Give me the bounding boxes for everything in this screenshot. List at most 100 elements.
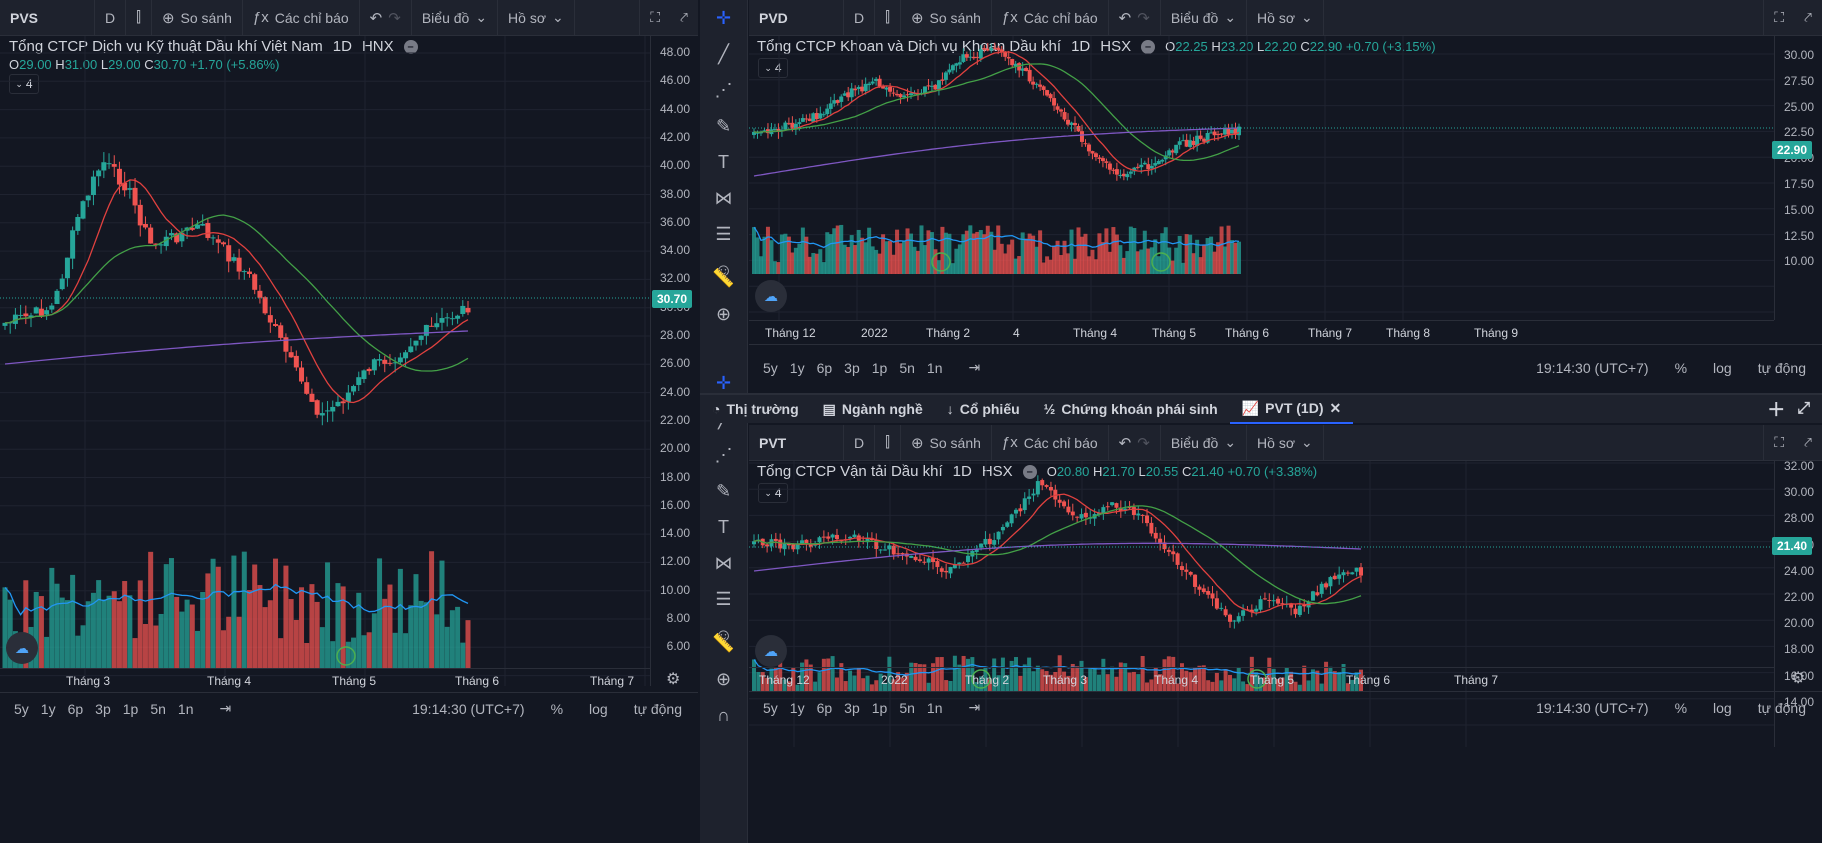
indicators-button[interactable]: ƒx Các chỉ báo <box>992 425 1109 461</box>
range-1m[interactable]: 1p <box>122 700 139 717</box>
price-chart[interactable] <box>0 36 650 686</box>
zoom-in-icon[interactable]: ⊕ <box>715 668 732 689</box>
chart-pane-pvt[interactable]: PVT D ⫿ ⊕ So sánh ƒx Các chỉ báo ↶ ↷ Biểu đ… <box>749 425 1822 843</box>
range-5d[interactable]: 5n <box>899 699 915 716</box>
auto-toggle[interactable]: tự động <box>1757 359 1806 376</box>
profile-button[interactable]: Hồ sơ ⌄ <box>1247 425 1324 461</box>
crosshair-icon[interactable]: ✛ <box>715 372 732 393</box>
range-1d[interactable]: 1n <box>177 700 194 717</box>
emoji-icon[interactable]: ☺ <box>714 624 733 645</box>
hide-icon[interactable]: – <box>1141 39 1156 54</box>
interval-button[interactable]: D <box>844 0 876 36</box>
indicators-button[interactable]: ƒx Các chỉ báo <box>992 0 1109 36</box>
compare-button[interactable]: ⊕ So sánh <box>901 425 992 461</box>
undo-redo[interactable]: ↶ ↷ <box>360 0 412 36</box>
fib-icon[interactable]: ⋰ <box>714 444 733 465</box>
fullscreen-icon[interactable]: ⛶ <box>1763 425 1794 461</box>
symbol-search[interactable]: PVT <box>749 425 844 461</box>
time-axis[interactable]: Tháng 3 Tháng 4 Tháng 5 Tháng 6 Tháng 7 <box>0 668 650 692</box>
hide-icon[interactable]: – <box>1022 464 1037 479</box>
emoji-icon[interactable]: ☺ <box>714 259 733 280</box>
candle-style-icon[interactable]: ⫿ <box>875 0 901 36</box>
settings-icon[interactable]: ⚙ <box>1791 670 1806 687</box>
goto-date-icon[interactable]: ⇥ <box>968 699 981 715</box>
range-1d[interactable]: 1n <box>926 359 943 376</box>
share-icon[interactable]: ⤤ <box>680 9 688 25</box>
ruler-icon[interactable]: 📏 <box>712 632 735 653</box>
auto-toggle[interactable]: tự động <box>633 700 682 717</box>
price-axis[interactable]: 48.00 46.00 44.00 42.00 40.00 38.00 36.00 34.00… <box>650 36 698 686</box>
hide-icon[interactable]: – <box>403 39 418 54</box>
price-axis[interactable]: 32.0030.0028.0026.0024.0022.0020.0018.00… <box>1774 459 1822 747</box>
profile-button[interactable]: Hồ sơ ⌄ <box>1247 0 1324 36</box>
range-5d[interactable]: 5n <box>899 359 915 376</box>
add-tab-icon[interactable]: ＋ <box>1767 400 1786 420</box>
brush-icon[interactable]: ✎ <box>715 115 732 136</box>
settings-icon[interactable]: ⚙ <box>666 671 681 688</box>
measure-range-icon[interactable]: ☰ <box>715 223 732 244</box>
compare-button[interactable]: ⊕ So sánh <box>152 0 243 36</box>
tab-derivatives[interactable]: ½ Chứng khoán phái sinh <box>1043 401 1218 417</box>
range-5y[interactable]: 5y <box>763 359 778 376</box>
chart-pane-pvs[interactable]: PVS D ⫿ ⊕ So sánh ƒx Các chỉ báo ↶ ↷ Biểu đ… <box>0 0 698 843</box>
redo-icon[interactable]: ↷ <box>388 9 401 27</box>
indicator-count-toggle[interactable]: ⌄ 4 <box>9 74 39 94</box>
log-toggle[interactable]: log <box>1713 359 1732 376</box>
range-5y[interactable]: 5y <box>14 700 29 717</box>
interval-button[interactable]: D <box>95 0 127 36</box>
range-3m[interactable]: 3p <box>95 700 111 717</box>
symbol-search[interactable]: PVD <box>749 0 844 36</box>
measure-range-icon[interactable]: ☰ <box>715 588 732 609</box>
candle-style-icon[interactable]: ⫿ <box>126 0 152 36</box>
tab-pvt[interactable]: 📈 PVT (1D) ✕ <box>1229 394 1354 424</box>
indicators-button[interactable]: ƒx Các chỉ báo <box>243 0 360 36</box>
range-1m[interactable]: 1p <box>871 699 888 716</box>
undo-icon[interactable]: ↶ <box>1118 9 1132 27</box>
price-axis[interactable]: 30.0027.5025.0022.5020.0017.5015.0012.50… <box>1774 36 1822 320</box>
brush-icon[interactable]: ✎ <box>715 480 732 501</box>
log-toggle[interactable]: log <box>1713 699 1732 716</box>
log-toggle[interactable]: log <box>589 700 608 717</box>
clock[interactable]: 19:14:30 (UTC+7) <box>1536 359 1649 376</box>
profile-button[interactable]: Hồ sơ ⌄ <box>498 0 575 36</box>
time-axis[interactable]: Tháng 12 2022 Tháng 2 Tháng 3 Tháng 4 Tháng 5… <box>749 667 1774 691</box>
magnet-icon[interactable]: ∩ <box>717 704 730 725</box>
undo-redo[interactable]: ↶ ↷ <box>1109 0 1161 36</box>
time-axis[interactable]: Tháng 12 2022 Tháng 2 4 Tháng 4 Tháng 5 Tháng … <box>749 320 1774 344</box>
goto-date-icon[interactable]: ⇥ <box>219 700 232 716</box>
percent-toggle[interactable]: % <box>1674 359 1688 376</box>
compare-button[interactable]: ⊕ So sánh <box>901 0 992 36</box>
trendline-icon[interactable]: ╱ <box>718 43 729 64</box>
undo-redo[interactable]: ↶ ↷ <box>1109 425 1161 461</box>
fullscreen-icon[interactable]: ⛶ <box>1763 0 1794 36</box>
tab-stocks[interactable]: ↓ Cổ phiếu <box>946 401 1020 417</box>
range-6m[interactable]: 6p <box>816 699 833 716</box>
fib-icon[interactable]: ⋰ <box>714 79 733 100</box>
interval-button[interactable]: D <box>844 425 876 461</box>
price-chart[interactable] <box>749 461 1774 747</box>
pattern-icon[interactable]: ⋈ <box>714 552 733 573</box>
symbol-search[interactable]: PVS <box>0 0 95 36</box>
clock[interactable]: 19:14:30 (UTC+7) <box>412 700 525 717</box>
chart-menu-button[interactable]: Biểu đồ ⌄ <box>412 0 499 36</box>
percent-toggle[interactable]: % <box>550 700 564 717</box>
range-6m[interactable]: 6p <box>67 700 84 717</box>
price-chart[interactable] <box>749 36 1774 320</box>
undo-icon[interactable]: ↶ <box>369 9 383 27</box>
fullscreen-icon[interactable]: ⛶ <box>639 0 670 36</box>
tab-market[interactable]: ◔ Thị trường <box>712 401 799 417</box>
range-5y[interactable]: 5y <box>763 699 778 716</box>
pattern-icon[interactable]: ⋈ <box>714 187 733 208</box>
auto-toggle[interactable]: tự động <box>1757 699 1806 716</box>
indicator-count-toggle[interactable]: ⌄ 4 <box>758 58 788 78</box>
range-1y[interactable]: 1y <box>40 700 56 717</box>
text-icon[interactable]: T <box>718 516 729 537</box>
range-5d[interactable]: 5n <box>150 700 166 717</box>
chart-pane-pvd[interactable]: PVD D ⫿ ⊕ So sánh ƒx Các chỉ báo ↶ ↷ Biểu đ… <box>749 0 1822 392</box>
undo-icon[interactable]: ↶ <box>1118 434 1132 452</box>
clock[interactable]: 19:14:30 (UTC+7) <box>1536 699 1649 716</box>
range-3m[interactable]: 3p <box>844 359 860 376</box>
redo-icon[interactable]: ↷ <box>1137 9 1150 27</box>
range-1y[interactable]: 1y <box>789 699 805 716</box>
range-1m[interactable]: 1p <box>871 359 888 376</box>
